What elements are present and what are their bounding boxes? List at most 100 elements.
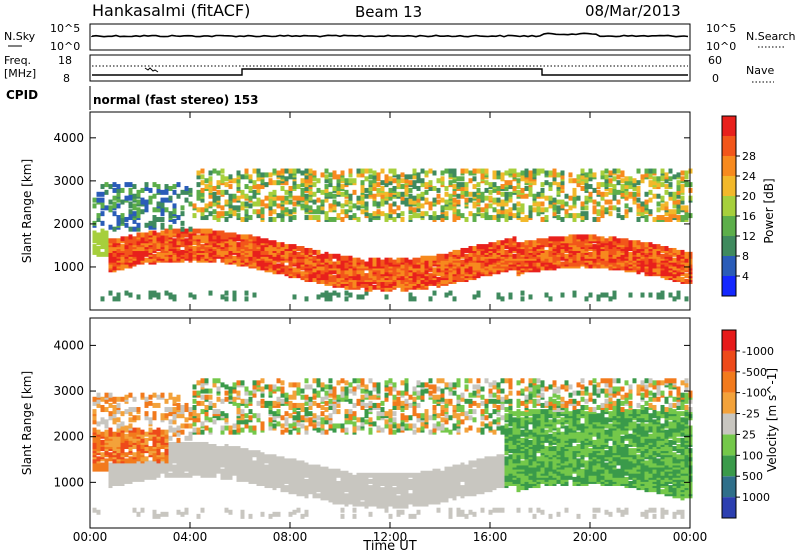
heatmap-cell <box>436 277 441 283</box>
heatmap-cell <box>276 213 281 219</box>
heatmap-cell <box>276 180 281 186</box>
heatmap-cell <box>308 178 313 184</box>
heatmap-cell <box>680 184 685 190</box>
heatmap-cell <box>256 236 261 242</box>
heatmap-cell <box>484 257 489 263</box>
heatmap-cell <box>200 168 205 174</box>
heatmap-cell <box>124 222 129 228</box>
heatmap-cell <box>256 400 261 406</box>
heatmap-cell <box>204 388 209 394</box>
heatmap-cell <box>548 296 553 302</box>
heatmap-cell <box>152 415 157 421</box>
heatmap-cell <box>316 249 321 255</box>
heatmap-cell <box>524 240 529 246</box>
heatmap-cell <box>252 460 257 466</box>
heatmap-cell <box>544 249 549 255</box>
heatmap-cell <box>352 178 357 184</box>
heatmap-cell <box>236 446 241 452</box>
heatmap-cell <box>160 247 165 253</box>
heatmap-cell <box>296 411 301 417</box>
heatmap-cell <box>300 460 305 466</box>
heatmap-cell <box>352 513 357 519</box>
heatmap-cell <box>92 230 97 236</box>
heatmap-cell <box>320 199 325 205</box>
heatmap-cell <box>208 427 213 433</box>
heatmap-cell <box>504 195 509 201</box>
heatmap-cell <box>284 180 289 186</box>
heatmap-cell <box>248 396 253 402</box>
heatmap-cell <box>284 207 289 213</box>
heatmap-cell <box>136 415 141 421</box>
heatmap-cell <box>268 513 273 519</box>
heatmap-cell <box>92 419 97 425</box>
heatmap-cell <box>280 380 285 386</box>
heatmap-cell <box>344 213 349 219</box>
heatmap-cell <box>532 193 537 199</box>
heatmap-cell <box>340 513 345 519</box>
heatmap-cell <box>672 174 677 180</box>
heatmap-cell <box>528 170 533 176</box>
heatmap-cell <box>280 456 285 462</box>
heatmap-cell <box>580 168 585 174</box>
heatmap-cell <box>104 450 109 456</box>
heatmap-cell <box>412 184 417 190</box>
heatmap-cell <box>416 172 421 178</box>
heatmap-cell <box>396 213 401 219</box>
heatmap-cell <box>600 205 605 211</box>
heatmap-cell <box>244 448 249 454</box>
heatmap-cell <box>348 472 353 478</box>
heatmap-cell <box>644 203 649 209</box>
heatmap-cell <box>476 197 481 203</box>
heatmap-cell <box>112 187 117 193</box>
heatmap-cell <box>136 232 141 238</box>
heatmap-cell <box>144 400 149 406</box>
heatmap-cell <box>188 187 193 193</box>
heatmap-cell <box>176 454 181 460</box>
heatmap-cell <box>220 411 225 417</box>
heatmap-cell <box>272 189 277 195</box>
heatmap-cell <box>172 218 177 224</box>
heatmap-cell <box>128 234 133 240</box>
heatmap-cell <box>452 168 457 174</box>
heatmap-cell <box>372 193 377 199</box>
heatmap-cell <box>556 236 561 242</box>
heatmap-cell <box>464 191 469 197</box>
heatmap-cell <box>668 195 673 201</box>
heatmap-cell <box>228 199 233 205</box>
heatmap-cell <box>456 193 461 199</box>
heatmap-cell <box>572 253 577 259</box>
cpid-value: normal (fast stereo) 153 <box>93 93 259 107</box>
heatmap-cell <box>212 402 217 408</box>
heatmap-cell <box>612 246 617 252</box>
heatmap-cell <box>352 421 357 427</box>
heatmap-cell <box>132 507 137 513</box>
heatmap-cell <box>260 199 265 205</box>
y-tick-label: 2000 <box>53 217 84 231</box>
heatmap-cell <box>120 199 125 205</box>
heatmap-cell <box>148 460 153 466</box>
noise-panel-frame <box>89 23 691 51</box>
heatmap-cell <box>104 423 109 429</box>
heatmap-cell <box>604 178 609 184</box>
nsearch-label: N.Search <box>746 30 796 43</box>
heatmap-cell <box>92 220 97 226</box>
heatmap-cell <box>164 184 169 190</box>
heatmap-cell <box>600 182 605 188</box>
heatmap-cell <box>244 174 249 180</box>
heatmap-cell <box>356 384 361 390</box>
heatmap-cell <box>172 238 177 244</box>
heatmap-cell <box>220 189 225 195</box>
heatmap-cell <box>216 189 221 195</box>
heatmap-cell <box>540 238 545 244</box>
heatmap-cell <box>408 296 413 302</box>
heatmap-cell <box>628 240 633 246</box>
heatmap-cell <box>296 184 301 190</box>
heatmap-cell <box>356 205 361 211</box>
heatmap-cell <box>412 168 417 174</box>
heatmap-cell <box>272 411 277 417</box>
heatmap-cell <box>600 195 605 201</box>
heatmap-cell <box>392 168 397 174</box>
heatmap-cell <box>664 201 669 207</box>
heatmap-cell <box>328 413 333 419</box>
heatmap-cell <box>580 180 585 186</box>
